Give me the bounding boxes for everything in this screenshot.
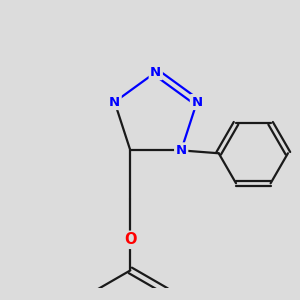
Text: N: N (176, 144, 187, 157)
Text: N: N (150, 66, 161, 79)
Text: N: N (191, 95, 203, 109)
Text: O: O (124, 232, 136, 247)
Text: N: N (109, 95, 120, 109)
